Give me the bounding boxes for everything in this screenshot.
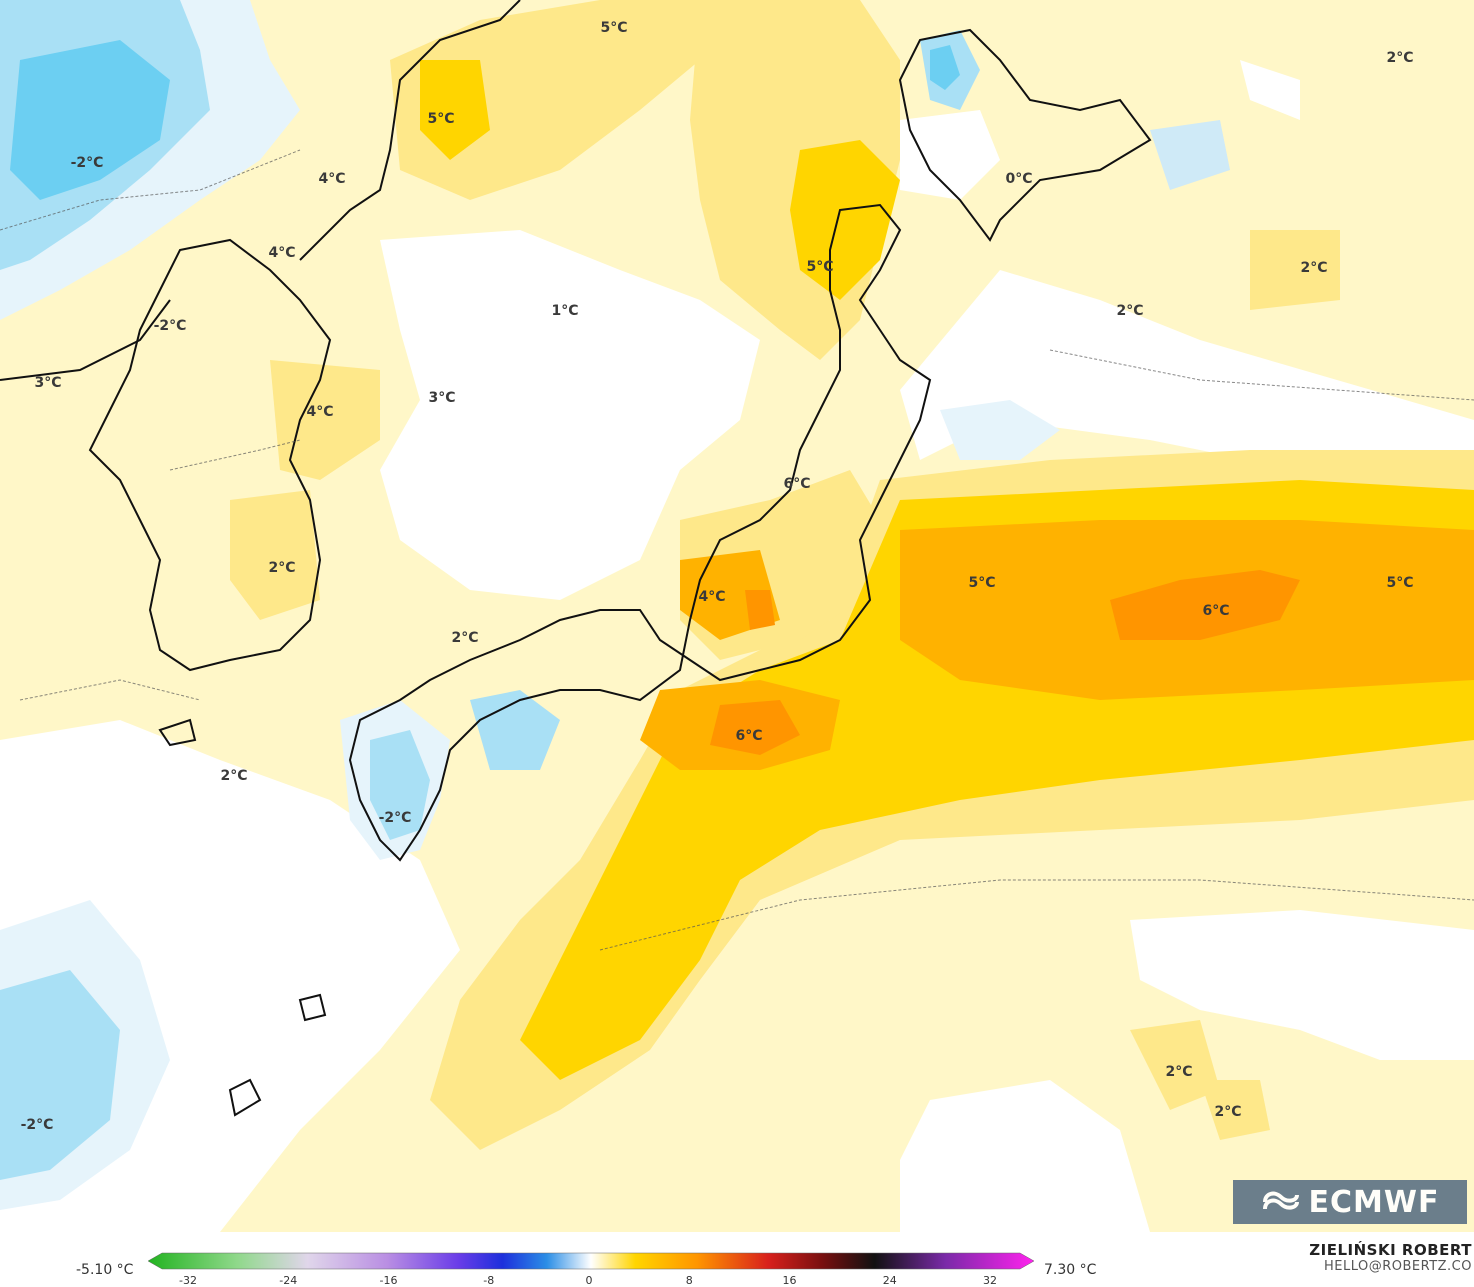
scale-tick-label: -8 [483, 1274, 495, 1287]
temperature-label: 5°C [1386, 575, 1414, 591]
scale-tick-label: -24 [279, 1274, 298, 1287]
ecmwf-logo: ECMWF [1233, 1180, 1467, 1224]
temperature-label: 6°C [735, 728, 763, 744]
neutral-regions [0, 60, 1474, 1232]
temperature-label: 4°C [698, 589, 726, 605]
coastlines [0, 0, 1152, 1117]
temperature-label: -2°C [378, 810, 412, 826]
map-canvas [0, 0, 1474, 1232]
temperature-label: 2°C [1165, 1064, 1193, 1080]
temperature-label: 4°C [306, 404, 334, 420]
temperature-label: 3°C [428, 390, 456, 406]
temperature-label: 6°C [1202, 603, 1230, 619]
author-email: HELLO@ROBERTZ.CO [1323, 1259, 1472, 1274]
temperature-label: 2°C [1214, 1104, 1242, 1120]
temperature-label: 2°C [268, 560, 296, 576]
scale-tick-label: 16 [782, 1274, 797, 1287]
warm-deep-regions [710, 570, 1300, 755]
temperature-label: 0°C [1005, 171, 1033, 187]
temperature-label: 4°C [268, 245, 296, 261]
temperature-label: 2°C [1386, 50, 1414, 66]
temperature-label: 3°C [34, 375, 62, 391]
temperature-label: 5°C [427, 111, 455, 127]
temperature-label: 1°C [551, 303, 579, 319]
scale-min-label: -5.10 °C [76, 1262, 134, 1278]
temperature-label: 2°C [220, 768, 248, 784]
temperature-label: 2°C [451, 630, 479, 646]
scale-tick-label: 0 [585, 1274, 593, 1287]
color-scale-bar [148, 1252, 1034, 1270]
temperature-label: 6°C [783, 476, 811, 492]
scale-tick-label: 32 [983, 1274, 997, 1287]
temperature-label: 5°C [600, 20, 628, 36]
temperature-label: 4°C [318, 171, 346, 187]
temperature-label: 2°C [1116, 303, 1144, 319]
scale-tick-label: -16 [379, 1274, 398, 1287]
temperature-label: -2°C [20, 1117, 54, 1133]
scale-max-label: 7.30 °C [1044, 1262, 1097, 1278]
temperature-label: 5°C [806, 259, 834, 275]
temperature-label: 5°C [968, 575, 996, 591]
temperature-label: -2°C [153, 318, 187, 334]
scale-tick-label: -32 [179, 1274, 197, 1287]
cold-regions [0, 0, 1230, 1210]
scale-tick-label: 8 [685, 1274, 693, 1287]
author-name: ZIELIŃSKI ROBERT [1309, 1241, 1472, 1259]
color-scale-gradient [148, 1252, 1034, 1270]
scale-tick-label: 24 [882, 1274, 897, 1287]
temperature-anomaly-map: 5°C 5°C -2°C 4°C 0°C 4°C 5°C 2°C 2°C 1°C 2°C -2°C 3°… [0, 0, 1474, 1232]
ecmwf-logo-icon [1262, 1191, 1299, 1210]
temperature-label: -2°C [70, 155, 104, 171]
region-borders [0, 149, 1474, 951]
logo-text: ECMWF [1308, 1184, 1440, 1220]
author-block: ZIELIŃSKI ROBERT HELLO@ROBERTZ.CO [1309, 1241, 1472, 1274]
temperature-label: 2°C [1300, 260, 1328, 276]
